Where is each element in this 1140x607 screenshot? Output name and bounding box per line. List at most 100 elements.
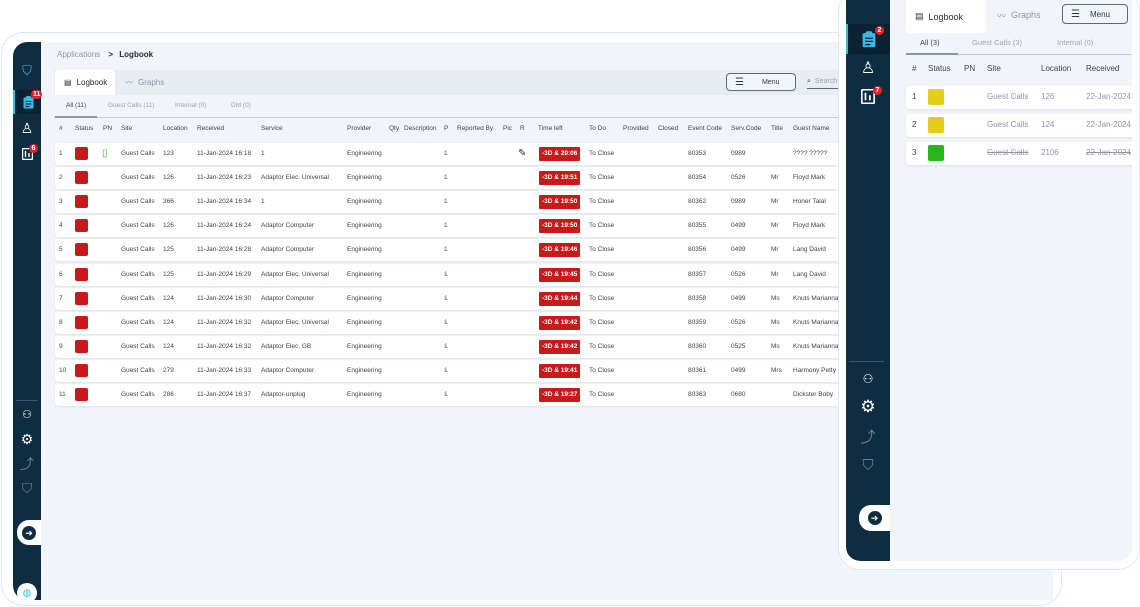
tab-graphs[interactable]: 〰 Graphs	[988, 0, 1050, 30]
sidebar-item-reports[interactable]: 7	[846, 86, 890, 106]
column-header[interactable]: Guest Name	[793, 125, 830, 132]
sidebar-item-settings[interactable]: ⚙	[846, 397, 890, 417]
menu-button[interactable]: ☰ Menu	[1062, 4, 1128, 24]
table-row[interactable]: 3 Guest Calls 2106 22-Jan-2024	[906, 142, 1132, 165]
column-header[interactable]: #	[912, 64, 917, 73]
column-header[interactable]: Status	[75, 125, 94, 132]
filter-tab-internal[interactable]: Internal (0)	[175, 102, 207, 109]
column-header[interactable]: Event Code	[688, 125, 722, 132]
table-row[interactable]: 4 Guest Calls 126 11-Jan-2024 16:24 Adaptor …	[55, 215, 855, 238]
column-header[interactable]: Title	[771, 125, 784, 132]
sidebar-item-settings[interactable]: ⚙	[13, 431, 41, 447]
sidebar-item-logbook[interactable]: 11	[13, 90, 43, 114]
cell-site: Guest Calls	[987, 92, 1029, 101]
sidebar-item-reports[interactable]: 6	[13, 144, 41, 164]
column-header[interactable]: #	[59, 125, 63, 132]
cell-provider: Engineering	[347, 270, 382, 278]
table-row[interactable]: 1 ▯ Guest Calls 123 11-Jan-2024 16:18 1 Engine…	[55, 143, 855, 165]
time-left-badge: -3D & 19:41	[539, 363, 581, 378]
sidebar-item-staff[interactable]: ♙	[13, 118, 41, 138]
expand-sidebar-button[interactable]: ➜	[859, 505, 890, 531]
cell-event-code: 80355	[688, 222, 707, 230]
cell-p: 1	[444, 366, 448, 374]
cell-title: Mr	[771, 198, 779, 206]
menu-button[interactable]: ☰ Menu	[726, 73, 796, 91]
filter-tab-all[interactable]: All (3)	[920, 38, 940, 47]
cell-location: 124	[163, 318, 174, 326]
sidebar-item-users[interactable]: ⚇	[846, 370, 890, 388]
column-header[interactable]: Status	[928, 64, 951, 73]
table-row[interactable]: 10 Guest Calls 279 11-Jan-2024 16:33 Adaptor…	[55, 359, 855, 382]
column-header[interactable]: Reported By	[457, 125, 494, 132]
second-window: 2 ♙ 7 ⚇ ⚙ ⤴ ⛉ ➜ ▤ Logbook 〰 Graphs ☰ Menu A…	[846, 0, 1132, 561]
table-row[interactable]: 1 Guest Calls 126 22-Jan-2024	[906, 86, 1132, 109]
column-header[interactable]: Site	[121, 125, 133, 132]
breadcrumb-parent[interactable]: Applications	[57, 50, 101, 59]
cell-location: 286	[163, 391, 174, 398]
tab-logbook[interactable]: ▤ Logbook	[906, 0, 986, 33]
column-header[interactable]: PN	[103, 125, 113, 132]
column-header[interactable]: P	[444, 125, 449, 132]
cell-event-code: 80359	[688, 318, 707, 326]
sidebar-item-staff[interactable]: ♙	[846, 58, 890, 78]
column-header[interactable]: Provided	[623, 125, 649, 132]
column-header[interactable]: Location	[163, 125, 188, 132]
user-avatar[interactable]: ◍	[17, 583, 37, 600]
table-row[interactable]: 6 Guest Calls 125 11-Jan-2024 16:29 Adaptor …	[55, 263, 855, 286]
column-header[interactable]: Time left	[538, 125, 563, 132]
search-input[interactable]: ⌕ Search	[807, 75, 867, 89]
column-header[interactable]: Description	[404, 125, 437, 132]
sidebar-item-transfer[interactable]: ⤴	[13, 456, 41, 472]
table-row[interactable]: 7 Guest Calls 124 11-Jan-2024 16:30 Adaptor …	[55, 287, 855, 310]
column-header[interactable]: Location	[1041, 64, 1072, 73]
cell-serv-code: 0499	[731, 222, 746, 230]
cell-p: 1	[444, 222, 448, 230]
cell-site: Guest Calls	[121, 150, 155, 157]
edit-pencil-icon[interactable]: ✎	[518, 148, 527, 159]
filter-tab-dm[interactable]: DM (0)	[231, 102, 251, 109]
column-header[interactable]: PN	[964, 64, 976, 73]
tab-label: Graphs	[138, 78, 165, 87]
filter-tab-all[interactable]: All (11)	[66, 102, 87, 109]
column-header[interactable]: Received	[1086, 64, 1120, 73]
cell-service: Adaptor Computer	[261, 366, 315, 374]
filter-tab-guest-calls[interactable]: Guest Calls (3)	[972, 38, 1023, 47]
column-header[interactable]: To Do	[589, 125, 606, 132]
table-row[interactable]: 8 Guest Calls 124 11-Jan-2024 16:32 Adaptor …	[55, 311, 855, 334]
table-row[interactable]: 3 Guest Calls 366 11-Jan-2024 16:34 1 Enginee…	[55, 191, 855, 214]
table-row[interactable]: 2 Guest Calls 124 22-Jan-2024	[906, 114, 1132, 137]
cell-event-code: 80353	[688, 150, 707, 157]
sidebar-item-transfer[interactable]: ⤴	[846, 427, 890, 446]
column-header[interactable]: Pic	[503, 125, 513, 132]
table-row[interactable]: 2 Guest Calls 126 11-Jan-2024 16:23 Adaptor …	[55, 167, 855, 190]
column-header[interactable]: Site	[987, 64, 1001, 73]
sidebar-item-shield[interactable]: ⛉	[846, 456, 890, 474]
table-row[interactable]: 5 Guest Calls 125 11-Jan-2024 16:28 Adaptor …	[55, 239, 855, 262]
cell-service: Adaptor Computer	[261, 294, 315, 302]
phone-icon[interactable]: ▯	[102, 148, 108, 159]
filter-tab-guest-calls[interactable]: Guest Calls (11)	[108, 102, 155, 109]
cell-todo: To Close	[589, 294, 615, 302]
tab-graphs[interactable]: 〰 Graphs	[116, 70, 173, 95]
row-number: 2	[59, 174, 63, 182]
sidebar-item-shield[interactable]: ⛉	[13, 480, 41, 496]
column-header[interactable]: Received	[197, 125, 225, 132]
column-header[interactable]: Service	[261, 125, 283, 132]
sidebar-item-users[interactable]: ⚇	[13, 406, 41, 422]
table-row[interactable]: 11 Guest Calls 286 11-Jan-2024 16:37 Adaptor…	[55, 384, 855, 406]
table-row[interactable]: 9 Guest Calls 124 11-Jan-2024 16:32 Adaptor …	[55, 335, 855, 358]
tab-logbook[interactable]: ▤ Logbook	[55, 70, 115, 95]
expand-sidebar-button[interactable]: ➜	[17, 520, 41, 545]
cell-event-code: 80354	[688, 174, 707, 182]
time-left-badge: -3D & 19:42	[539, 315, 581, 330]
column-header[interactable]: Qty	[389, 125, 400, 132]
column-header[interactable]: Provider	[347, 125, 372, 132]
column-header[interactable]: Closed	[658, 125, 679, 132]
cell-provider: Engineering	[347, 150, 382, 157]
sidebar-item-logbook[interactable]: 2	[846, 24, 890, 54]
cell-received: 11-Jan-2024 16:28	[197, 246, 252, 254]
column-header[interactable]: R	[520, 125, 525, 132]
filter-tab-internal[interactable]: Internal (0)	[1057, 38, 1094, 47]
column-header[interactable]: Serv.Code	[731, 125, 762, 132]
cell-title: Mr	[771, 246, 779, 254]
